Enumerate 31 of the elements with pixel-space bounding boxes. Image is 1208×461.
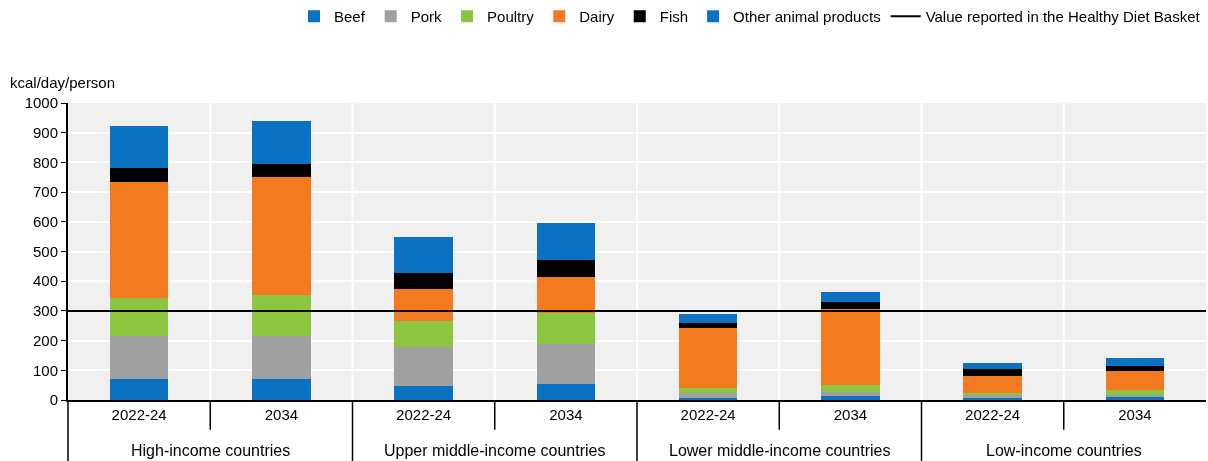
y-axis-title: kcal/day/person [10, 74, 116, 91]
text: High-income countries [131, 442, 291, 459]
x-tick-label: 2022-24 [965, 406, 1021, 423]
x-tick-label: 2034 [1118, 406, 1152, 423]
legend-label: Fish [659, 8, 689, 26]
x-tick-label: 2022-24 [111, 406, 167, 423]
text: Lower middle-income countries [669, 442, 891, 459]
legend-label: Poultry [487, 8, 535, 26]
y-tick-label: 600 [32, 213, 58, 231]
y-tick-label: 0 [49, 391, 58, 409]
x-tick-label: 2022-24 [680, 406, 736, 423]
text: Upper middle-income countries [384, 442, 606, 459]
x-tick-label: 2034 [549, 406, 583, 423]
legend-label: Beef [334, 8, 366, 26]
y-tick-label: 800 [32, 153, 58, 171]
y-tick-label: 900 [32, 123, 58, 141]
text: Low-income countries [986, 442, 1142, 459]
legend-label: Other animal products [733, 8, 881, 26]
y-tick-label: 400 [32, 272, 58, 290]
legend-label: Value reported in the Healthy Diet Basket [925, 8, 1201, 26]
x-tick-label: 2022-24 [396, 406, 452, 423]
x-tick-label: 2034 [264, 406, 299, 423]
y-tick-label: 500 [32, 242, 58, 260]
y-tick-label: 700 [32, 183, 58, 201]
y-tick-label: 100 [32, 361, 58, 379]
y-tick-label: 1000 [24, 94, 58, 112]
y-tick-label: 200 [32, 331, 58, 349]
legend-label: Pork [410, 8, 443, 26]
y-tick-label: 300 [32, 302, 58, 320]
legend-label: Dairy [579, 8, 615, 26]
x-tick-label: 2034 [833, 406, 868, 423]
